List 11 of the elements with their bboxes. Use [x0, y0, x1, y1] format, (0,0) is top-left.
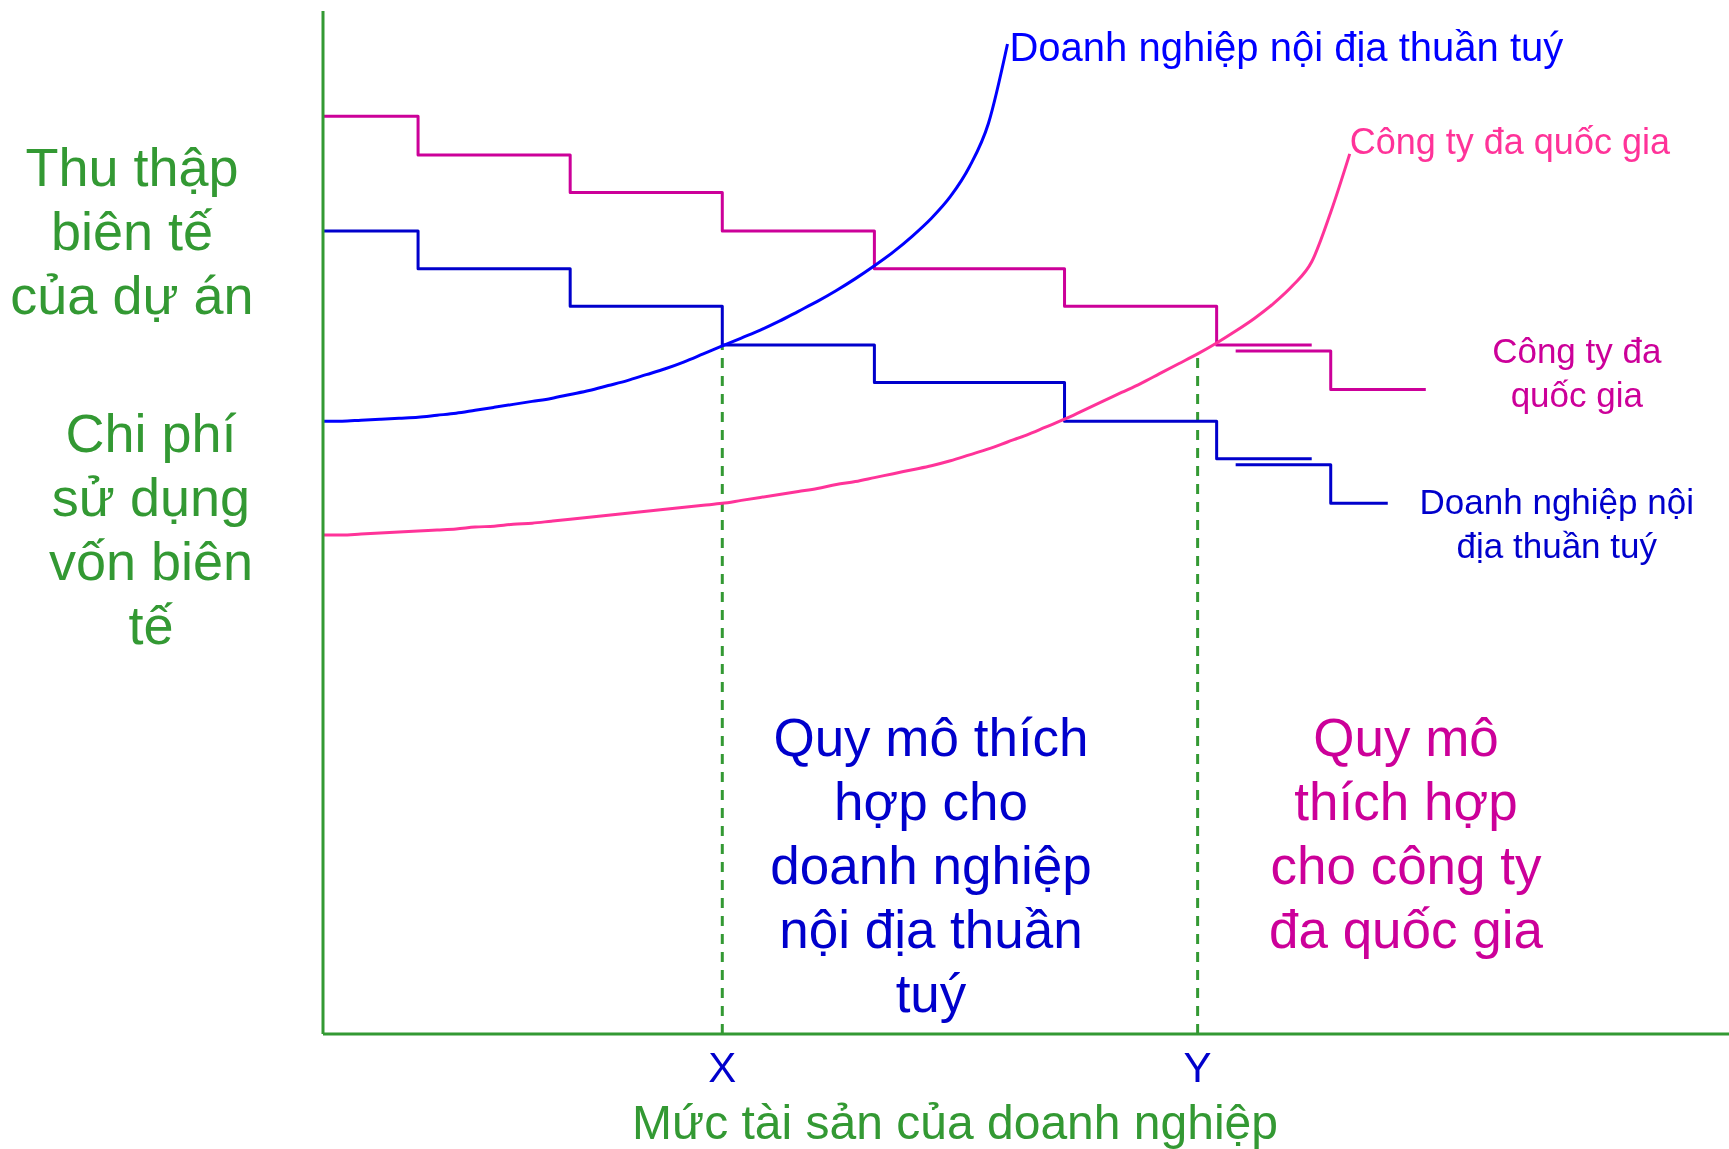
x-tick-label: Y: [1183, 1044, 1212, 1091]
x-tick-label: X: [708, 1044, 737, 1091]
annotation: Quy mô thích hợp cho công ty đa quốc gia: [1268, 708, 1544, 959]
series-label: Công ty đa quốc gia: [1349, 120, 1671, 162]
series-label: Doanh nghiệp nội địa thuần tuý: [1009, 25, 1564, 69]
x-axis-title: Mức tài sản của doanh nghiệp: [632, 1096, 1278, 1149]
y-axis-title: Thu thập biên tế của dự án: [10, 137, 254, 325]
text: Chi phí sử dụng vốn biên tế: [48, 403, 254, 655]
series-label: Doanh nghiệp nội địa thuần tuý: [1419, 482, 1694, 566]
annotation: Quy mô thích hợp cho doanh nghiệp nội địa thuần tuý: [770, 708, 1092, 1023]
series-label: Công ty đa quốc gia: [1492, 330, 1662, 414]
